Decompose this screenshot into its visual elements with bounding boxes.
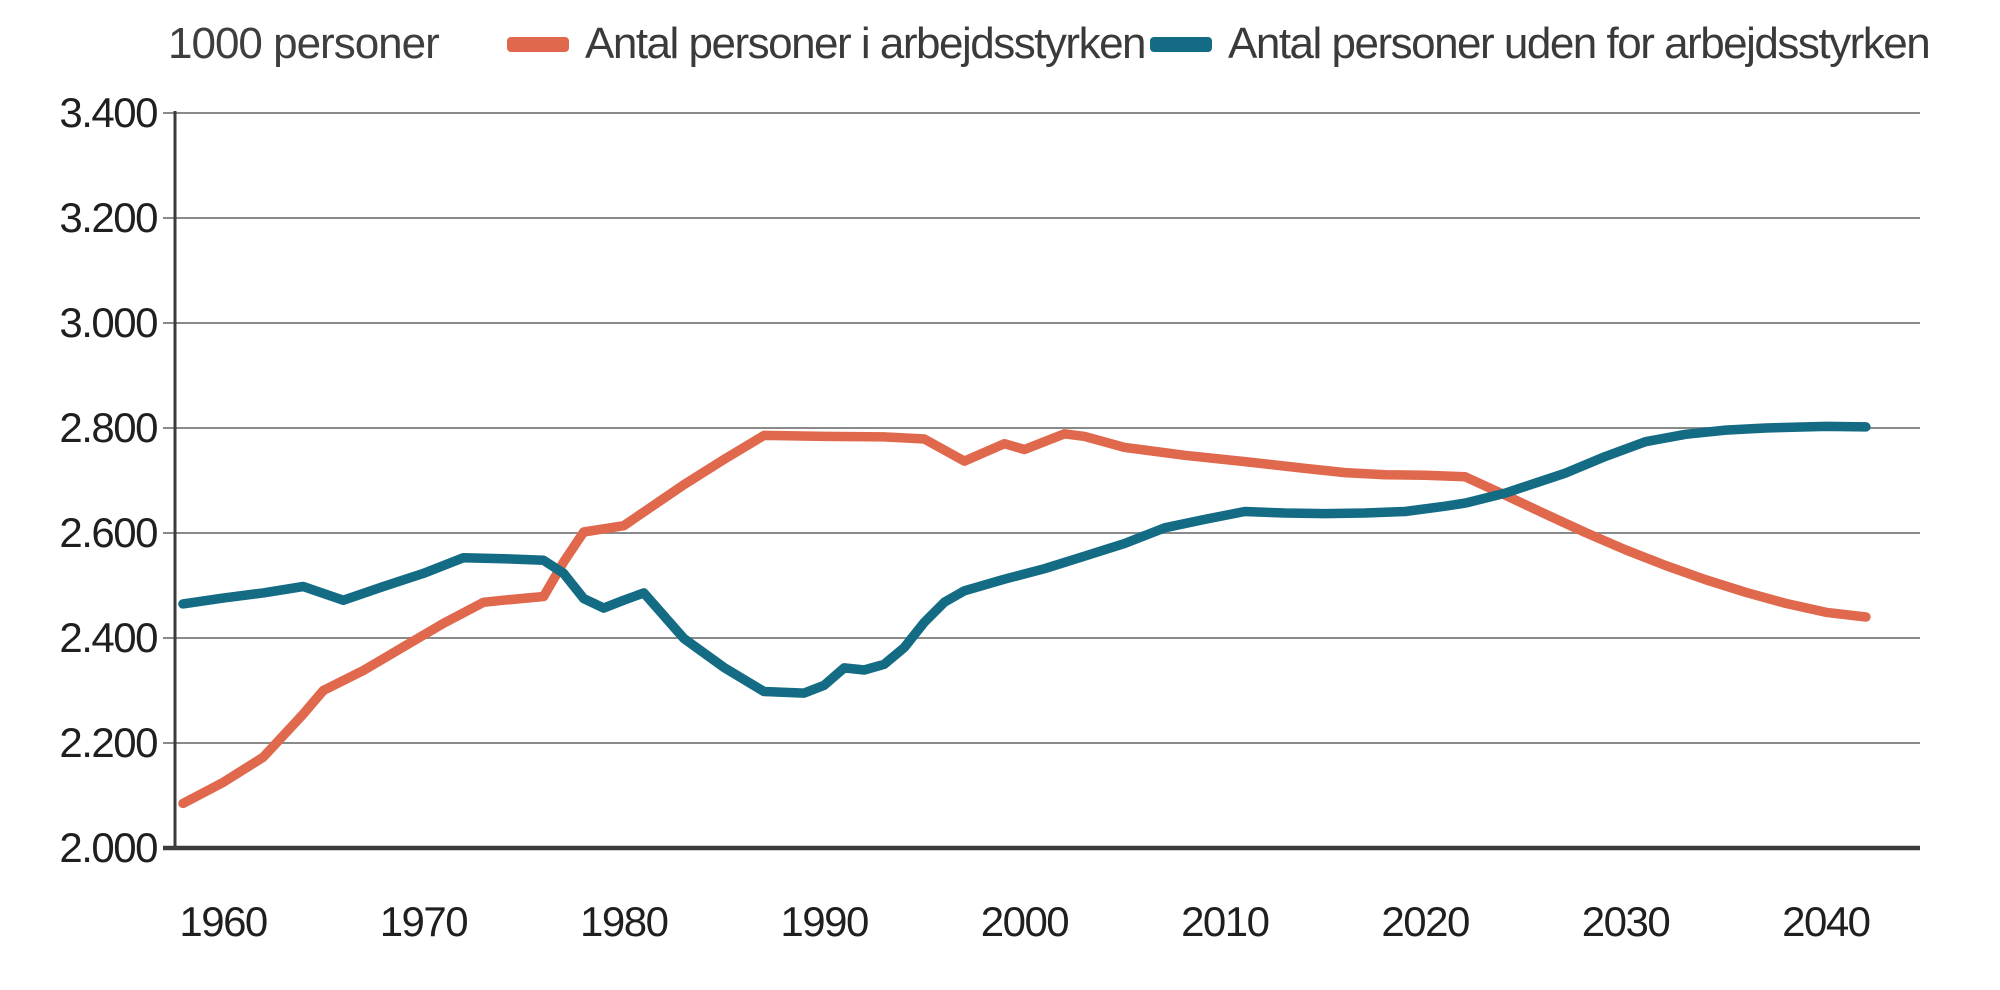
y-axis-unit-label: 1000 personer xyxy=(168,19,440,68)
y-tick-label-2.200: 2.200 xyxy=(59,719,157,766)
x-tick-label-2030: 2030 xyxy=(1582,898,1670,945)
x-tick-label-1990: 1990 xyxy=(780,898,868,945)
x-tick-label-2010: 2010 xyxy=(1181,898,1269,945)
y-tick-label-3.200: 3.200 xyxy=(59,194,157,241)
series-line-arbejdsstyrken xyxy=(178,429,1871,809)
series-line-uden-for-arbejdsstyrken xyxy=(178,421,1871,698)
y-tick-label-2.400: 2.400 xyxy=(59,614,157,661)
x-tick-label-1960: 1960 xyxy=(179,898,267,945)
x-tick-label-2040: 2040 xyxy=(1782,898,1870,945)
y-tick-label-3.000: 3.000 xyxy=(59,299,157,346)
chart-header: 1000 personer Antal personer i arbejdsst… xyxy=(0,0,2000,90)
x-tick-label-2020: 2020 xyxy=(1381,898,1469,945)
y-tick-label-2.600: 2.600 xyxy=(59,509,157,556)
legend-item-uden-for-arbejdsstyrken: Antal personer uden for arbejdsstyrken xyxy=(1150,19,1931,68)
legend-label-arbejdsstyrken: Antal personer i arbejdsstyrken xyxy=(585,19,1147,68)
y-tick-label-2.800: 2.800 xyxy=(59,404,157,451)
x-tick-label-1980: 1980 xyxy=(580,898,668,945)
y-tick-label-2.000: 2.000 xyxy=(59,824,157,871)
x-tick-label-1970: 1970 xyxy=(380,898,468,945)
legend-swatch-arbejdsstyrken xyxy=(507,36,569,52)
x-tick-label-2000: 2000 xyxy=(981,898,1069,945)
legend-label-uden-for-arbejdsstyrken: Antal personer uden for arbejdsstyrken xyxy=(1228,19,1931,68)
legend-item-arbejdsstyrken: Antal personer i arbejdsstyrken xyxy=(507,19,1147,68)
legend-swatch-uden-for-arbejdsstyrken xyxy=(1150,36,1212,52)
y-tick-label-3.400: 3.400 xyxy=(59,89,157,136)
